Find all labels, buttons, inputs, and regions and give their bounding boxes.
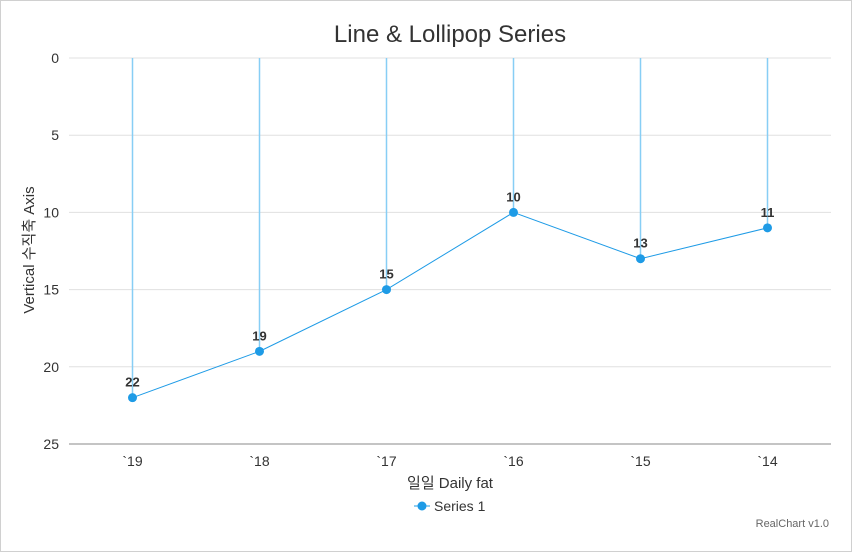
data-point[interactable]	[636, 254, 645, 264]
x-tick-label: `14	[757, 453, 777, 469]
data-labels: 22 19 15 10 13 11	[125, 189, 774, 389]
x-tick-label: `16	[503, 453, 523, 469]
y-tick-labels: 0 5 10 15 20 25	[43, 50, 59, 452]
y-axis-title: Vertical 수직축 Axis	[21, 186, 38, 313]
y-tick-label: 25	[43, 436, 59, 452]
x-tick-label: `15	[630, 453, 650, 469]
x-tick-label: `18	[249, 453, 269, 469]
y-tick-label: 0	[51, 50, 59, 66]
data-point[interactable]	[128, 393, 137, 403]
legend[interactable]: Series 1	[414, 498, 486, 514]
data-point[interactable]	[763, 223, 772, 233]
data-point[interactable]	[255, 346, 264, 356]
data-point[interactable]	[509, 207, 518, 217]
data-points	[128, 207, 772, 403]
x-tick-label: `19	[122, 453, 142, 469]
x-tick-labels: `19 `18 `17 `16 `15 `14	[122, 453, 777, 469]
legend-marker-icon	[417, 501, 427, 511]
x-tick-label: `17	[376, 453, 396, 469]
grid-lines	[69, 57, 831, 368]
lollipop-stems	[131, 58, 769, 398]
y-tick-label: 20	[43, 359, 59, 375]
data-label: 10	[506, 189, 520, 204]
x-axis-title: 일일 Daily fat	[407, 475, 494, 492]
y-tick-label: 10	[43, 204, 59, 220]
chart-title: Line & Lollipop Series	[334, 21, 566, 48]
data-label: 15	[379, 267, 393, 282]
data-point[interactable]	[382, 285, 391, 295]
series-line	[132, 211, 768, 399]
data-label: 13	[633, 236, 647, 251]
y-tick-label: 5	[51, 127, 59, 143]
y-tick-label: 15	[43, 282, 59, 298]
credit-label: RealChart v1.0	[756, 518, 829, 530]
data-label: 22	[125, 375, 139, 390]
legend-entry[interactable]: Series 1	[434, 498, 486, 514]
data-label: 11	[761, 205, 775, 220]
data-label: 19	[252, 328, 266, 343]
